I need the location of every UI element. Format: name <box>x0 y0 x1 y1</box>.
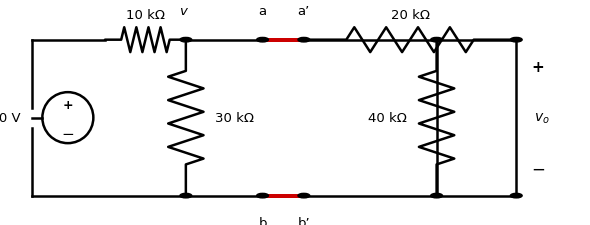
Text: −: − <box>531 160 545 178</box>
Circle shape <box>298 194 310 198</box>
Text: a’: a’ <box>298 5 310 18</box>
Circle shape <box>510 38 522 43</box>
Text: 10 kΩ: 10 kΩ <box>126 9 165 22</box>
Circle shape <box>180 194 192 198</box>
Text: −: − <box>61 126 74 141</box>
Text: +: + <box>531 60 544 75</box>
Text: +: + <box>63 98 73 111</box>
Circle shape <box>431 194 442 198</box>
Text: 180 V: 180 V <box>0 112 21 125</box>
Text: $v_o$: $v_o$ <box>534 111 550 125</box>
Text: a: a <box>258 5 267 18</box>
Circle shape <box>257 194 268 198</box>
Text: 30 kΩ: 30 kΩ <box>215 112 254 125</box>
Text: 20 kΩ: 20 kΩ <box>391 9 430 22</box>
Circle shape <box>180 38 192 43</box>
Text: v: v <box>179 5 187 18</box>
Circle shape <box>510 194 522 198</box>
Circle shape <box>257 38 268 43</box>
Circle shape <box>431 38 442 43</box>
Text: 40 kΩ: 40 kΩ <box>368 112 407 125</box>
Text: b: b <box>258 216 267 225</box>
Circle shape <box>298 38 310 43</box>
Text: b’: b’ <box>297 216 310 225</box>
